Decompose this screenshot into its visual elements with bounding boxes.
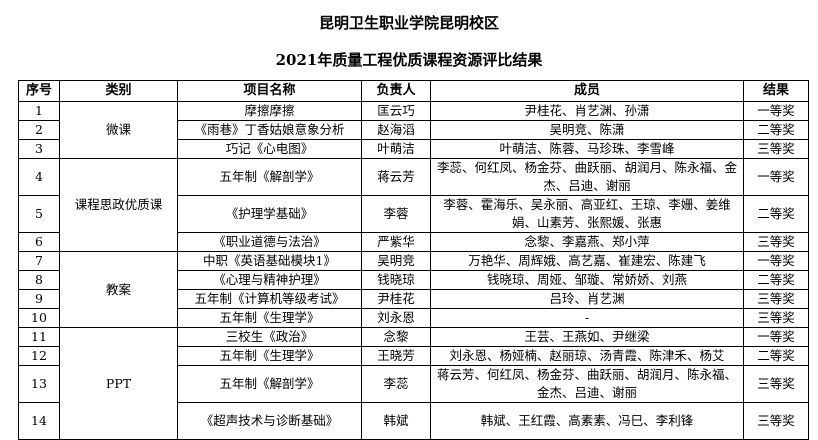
row-number: 10 [18, 308, 60, 328]
lead-person: 李蕊 [361, 365, 431, 403]
result: 一等奖 [743, 327, 809, 347]
result: 二等奖 [743, 346, 809, 366]
lead-person: 钱晓琼 [361, 270, 431, 290]
table-row: 5 《护理学基础》 李蓉 李蓉、霍海乐、吴永丽、高亚红、王琼、李姗、姜维娟、山素芳、张… [18, 195, 809, 233]
category-cell: PPT [59, 327, 178, 440]
members: 万艳华、周辉娥、高艺嘉、崔建宏、陈建飞 [430, 251, 744, 271]
row-number: 8 [18, 270, 60, 290]
row-number: 1 [18, 101, 60, 121]
row-number: 6 [18, 232, 60, 252]
result: 二等奖 [743, 270, 809, 290]
lead-person: 李蓉 [361, 195, 431, 233]
result: 三等奖 [743, 402, 809, 440]
lead-person: 匡云巧 [361, 101, 431, 121]
project-name: 中职《英语基础模块1》 [177, 251, 362, 271]
header-project: 项目名称 [177, 80, 362, 102]
members: 蒋云芳、何红凤、杨金芬、曲跃丽、胡润月、陈永福、金杰、吕迪、谢丽 [430, 365, 744, 403]
row-number: 4 [18, 158, 60, 196]
header-no: 序号 [18, 80, 60, 102]
lead-person: 韩斌 [361, 402, 431, 440]
lead-person: 尹桂花 [361, 289, 431, 309]
members: 尹桂花、肖艺渊、孙潇 [430, 101, 744, 121]
table-row: 6 《职业道德与法治》 严紫华 念黎、李嘉燕、郑小萍 三等奖 [18, 232, 809, 252]
members: 韩斌、王红霞、高素素、冯巳、李利锋 [430, 402, 744, 440]
project-name: 《雨巷》丁香姑娘意象分析 [177, 120, 362, 140]
project-name: 五年制《解剖学》 [177, 365, 362, 403]
result: 一等奖 [743, 158, 809, 196]
lead-person: 叶萌洁 [361, 139, 431, 159]
result: 三等奖 [743, 232, 809, 252]
members: - [430, 308, 744, 328]
project-name: 《超声技术与诊断基础》 [177, 402, 362, 440]
row-number: 12 [18, 346, 60, 366]
project-name: 《护理学基础》 [177, 195, 362, 233]
row-number: 13 [18, 365, 60, 403]
row-number: 11 [18, 327, 60, 347]
table-row: 8 《心理与精神护理》 钱晓琼 钱晓琼、周娅、邹璇、常娇娇、刘燕 二等奖 [18, 270, 809, 290]
header-result: 结果 [743, 80, 809, 102]
project-name: 《职业道德与法治》 [177, 232, 362, 252]
row-number: 14 [18, 402, 60, 440]
document-title: 2021年质量工程优质课程资源评比结果 [275, 51, 543, 69]
table-row: 7 教案 中职《英语基础模块1》 吴明竞 万艳华、周辉娥、高艺嘉、崔建宏、陈建飞 一等奖 [18, 251, 809, 328]
result: 一等奖 [743, 251, 809, 271]
result: 一等奖 [743, 101, 809, 121]
project-name: 三校生《政治》 [177, 327, 362, 347]
table-row: 1 微课 摩擦摩擦 匡云巧 尹桂花、肖艺渊、孙潇 一等奖 [18, 101, 809, 159]
result: 三等奖 [743, 289, 809, 309]
table-row: 14 《超声技术与诊断基础》 韩斌 韩斌、王红霞、高素素、冯巳、李利锋 三等奖 [18, 402, 809, 440]
project-name: 《心理与精神护理》 [177, 270, 362, 290]
project-name: 五年制《计算机等级考试》 [177, 289, 362, 309]
project-name: 五年制《生理学》 [177, 346, 362, 366]
row-number: 3 [18, 139, 60, 159]
header-members: 成员 [430, 80, 744, 102]
result: 二等奖 [743, 120, 809, 140]
category-cell: 教案 [59, 251, 178, 328]
category-cell: 课程思政优质课 [59, 158, 178, 252]
school-title: 昆明卫生职业学院昆明校区 [318, 14, 499, 32]
result: 二等奖 [743, 195, 809, 233]
table-row: 10 五年制《生理学》 刘永恩 - 三等奖 [18, 308, 809, 328]
lead-person: 刘永恩 [361, 308, 431, 328]
project-name: 五年制《解剖学》 [177, 158, 362, 196]
row-number: 9 [18, 289, 60, 309]
members: 吕玲、肖艺渊 [430, 289, 744, 309]
table-row: 4 课程思政优质课 五年制《解剖学》 蒋云芳 李蕊、何红凤、杨金芬、曲跃丽、胡润月、陈永… [18, 158, 809, 252]
lead-person: 严紫华 [361, 232, 431, 252]
result: 三等奖 [743, 139, 809, 159]
lead-person: 吴明竞 [361, 251, 431, 271]
category-cell: 微课 [59, 101, 178, 159]
members: 刘永恩、杨娅楠、赵丽琼、汤青霞、陈津禾、杨艾 [430, 346, 744, 366]
members: 李蕊、何红凤、杨金芬、曲跃丽、胡润月、陈永福、金杰、吕迪、谢丽 [430, 158, 744, 196]
lead-person: 赵海滔 [361, 120, 431, 140]
results-table: 序号 类别 项目名称 负责人 成员 结果 1 微课 摩擦摩擦 匡云巧 尹桂花、肖艺渊、孙… [18, 80, 809, 440]
members: 叶萌洁、陈蓉、马珍珠、李雪峰 [430, 139, 744, 159]
members: 王芸、王燕如、尹继梁 [430, 327, 744, 347]
members: 李蓉、霍海乐、吴永丽、高亚红、王琼、李姗、姜维娟、山素芳、张熙媛、张惠 [430, 195, 744, 233]
result: 三等奖 [743, 365, 809, 403]
row-number: 7 [18, 251, 60, 271]
project-name: 五年制《生理学》 [177, 308, 362, 328]
header-category: 类别 [59, 80, 178, 102]
table-row: 13 五年制《解剖学》 李蕊 蒋云芳、何红凤、杨金芬、曲跃丽、胡润月、陈永福、金杰、吕… [18, 365, 809, 403]
project-name: 摩擦摩擦 [177, 101, 362, 121]
row-number: 5 [18, 195, 60, 233]
result: 三等奖 [743, 308, 809, 328]
lead-person: 蒋云芳 [361, 158, 431, 196]
lead-person: 王晓芳 [361, 346, 431, 366]
table-row: 12 五年制《生理学》 王晓芳 刘永恩、杨娅楠、赵丽琼、汤青霞、陈津禾、杨艾 二等奖 [18, 346, 809, 366]
table-header-row: 序号 类别 项目名称 负责人 成员 结果 [18, 80, 809, 102]
lead-person: 念黎 [361, 327, 431, 347]
header-lead: 负责人 [361, 80, 431, 102]
row-number: 2 [18, 120, 60, 140]
members: 念黎、李嘉燕、郑小萍 [430, 232, 744, 252]
members: 吴明竞、陈潇 [430, 120, 744, 140]
project-name: 巧记《心电图》 [177, 139, 362, 159]
table-row: 11 PPT 三校生《政治》 念黎 王芸、王燕如、尹继梁 一等奖 [18, 327, 809, 440]
members: 钱晓琼、周娅、邹璇、常娇娇、刘燕 [430, 270, 744, 290]
